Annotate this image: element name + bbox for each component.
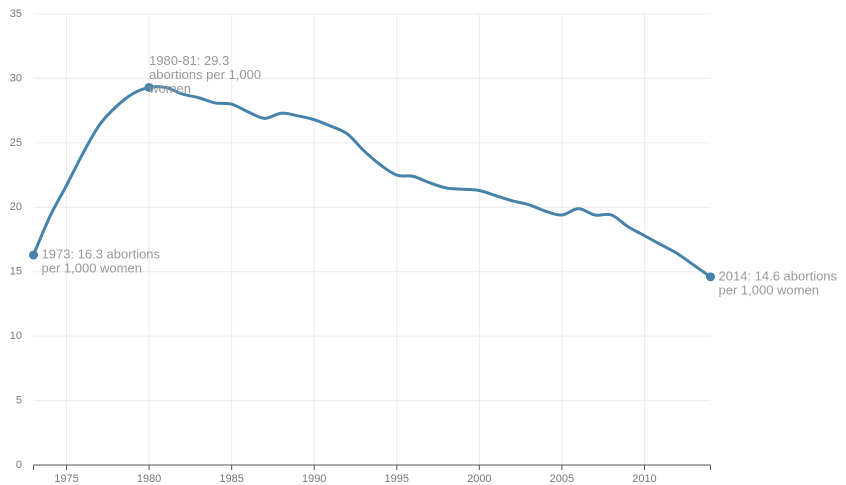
x-tick-label: 1990 xyxy=(302,473,326,485)
x-tick-label: 2005 xyxy=(550,473,574,485)
annotation-text: per 1,000 women xyxy=(719,282,819,297)
x-tick-label: 2010 xyxy=(632,473,656,485)
y-tick-label: 20 xyxy=(10,201,22,213)
y-tick-label: 10 xyxy=(10,330,22,342)
y-tick-label: 35 xyxy=(10,8,22,20)
annotation-text: abortions per 1,000 xyxy=(149,67,261,82)
x-tick-label: 1975 xyxy=(54,473,78,485)
annotation-text: women xyxy=(148,81,191,96)
annotation-text: 1973: 16.3 abortions xyxy=(42,246,161,261)
x-tick-label: 1985 xyxy=(219,473,243,485)
annotation-dot xyxy=(29,250,38,260)
y-tick-label: 25 xyxy=(10,137,22,149)
x-tick-label: 2000 xyxy=(467,473,491,485)
annotation-dot xyxy=(706,272,715,282)
y-tick-label: 15 xyxy=(10,266,22,278)
y-tick-label: 5 xyxy=(16,394,22,406)
y-tick-label: 30 xyxy=(10,72,22,84)
x-tick-label: 1995 xyxy=(385,473,409,485)
y-tick-label: 0 xyxy=(16,459,22,471)
annotation-dot xyxy=(144,82,154,92)
x-tick-label: 1980 xyxy=(137,473,161,485)
annotation-text: 1980-81: 29.3 xyxy=(149,53,229,68)
annotation-text: per 1,000 women xyxy=(42,260,142,275)
annotation-text: 2014: 14.6 abortions xyxy=(719,268,838,283)
